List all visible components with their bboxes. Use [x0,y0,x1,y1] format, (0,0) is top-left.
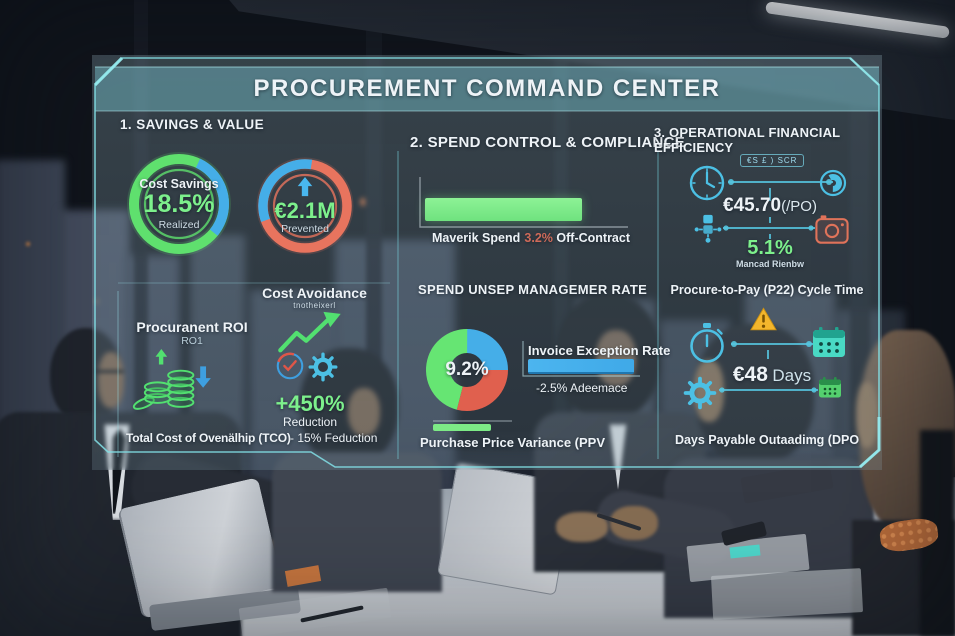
gear-icon [683,376,717,410]
cost-avoidance-donut-labels: €2.1M Prevented [250,151,360,261]
cost-per-po: €45.70(/PO) [700,195,840,217]
procurement-dashboard-panel: PROCUREMENT COMMAND CENTER 1. SAVINGS & … [92,55,882,470]
clock-icon [689,165,725,201]
trend-up-icon [278,311,341,353]
donut-chart-icon [819,169,847,197]
cost-per-po-suffix: (/PO) [781,198,817,215]
connector-lines [719,181,833,391]
title-band [95,67,879,111]
tco-value: - 15% Feduction [290,431,378,445]
ppv-label: Purchase Price Variance (PPV [420,435,605,450]
cost-avoidance-donut [256,157,354,255]
invoice-exception-sub: -2.5% Adeemace [536,381,628,395]
cycle-value: €48 [732,363,768,386]
section-efficiency-header: 3. OPERATIONAL FINANCIAL EFFICIENCY [654,125,841,155]
cost-avoidance-block: Cost Avoidance tnotheixerl [242,285,387,310]
ppv-mini-bar [433,424,491,431]
camera-icon [815,215,849,244]
invoice-exception-bar [528,359,634,374]
cost-per-po-value: €45.70 [723,195,782,216]
calendar-small-icon [819,377,841,398]
p2p-header: Procure-to-Pay (P22) Cycle Time [670,283,864,297]
maverick-spend-stat: 3.2% Off-Contract [512,231,630,245]
stopwatch-icon [690,323,724,363]
dpo-label: Days Payable Outaadimg (DPO [674,433,860,447]
prevented-sub: Prevented [281,222,329,235]
sum-donut-value: 9.2% [445,359,489,380]
cycle-unit: Days [772,366,812,385]
manual-review-value: 5.1% [747,237,793,259]
roi-title: Procuranent ROI [136,319,248,335]
manual-review-label: Mancad Rienbw [735,259,804,269]
reduction-label: Reduction [282,415,338,429]
tower-light [26,242,30,246]
procurement-roi-block: Procuranent ROI RO1 [122,319,262,347]
gauge-icon [276,352,304,380]
cost-savings-donut [127,152,231,256]
small-up-arrow-icon [155,348,168,365]
maverick-spend-bar [425,198,582,221]
prevented-value: €2.1M [274,198,336,224]
sum-donut [425,329,508,411]
sum-header: SPEND UNSEP MANAGEMER RATE [418,282,648,297]
bar-chart-axes [419,177,628,228]
coins-icon [132,348,211,410]
page-title: PROCUREMENT COMMAND CENTER [253,75,721,102]
cost-savings-donut-labels: Cost Savings 18.5% Realized [120,145,238,263]
maverick-spend-label: Maverik Spend [432,231,521,245]
section-spend-header: 2. SPEND CONTROL & COMPLIANCE [410,134,686,151]
currency-badge: €S £ ) SCR [740,154,805,167]
cost-savings-sub: Realized [158,218,200,231]
down-arrow-icon [195,366,211,388]
maverick-spend-suffix: Off-Contract [552,231,630,245]
paper-sheet [710,568,864,620]
cost-avoidance-title: Cost Avoidance [262,285,367,301]
gear-icon [308,352,338,382]
cost-savings-value: 18.5% [143,190,215,219]
calendar-icon [813,327,845,357]
cycle-time: €48 Days [707,363,837,387]
tco-label: Total Cost of Ovenälhip (TCO) [126,431,291,445]
maverick-spend-value: 3.2% [524,231,553,245]
roi-sub: RO1 [181,335,203,347]
cost-savings-label: Cost Savings [139,177,219,192]
flow-icon [694,214,722,243]
up-arrow-icon [297,177,313,197]
hud-frame [93,56,881,469]
invoice-exception-title: Invoice Exception Rate [528,343,671,358]
cost-avoidance-sub: tnotheixerl [293,301,336,310]
warning-icon [750,307,777,331]
reduction-value: +450% [275,391,345,416]
section-savings-header: 1. SAVINGS & VALUE [120,117,264,132]
